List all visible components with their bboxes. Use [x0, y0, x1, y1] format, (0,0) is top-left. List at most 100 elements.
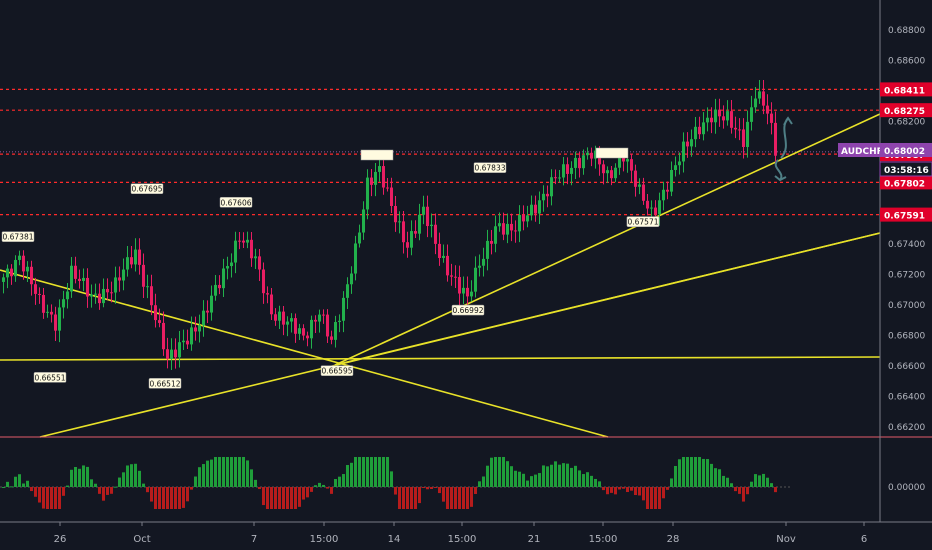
candle-body — [526, 215, 529, 222]
candle-body — [634, 170, 637, 187]
candle-body — [750, 107, 753, 122]
oscillator-bar — [750, 481, 753, 487]
candle-body — [262, 269, 265, 294]
candle-body — [182, 340, 185, 343]
candle-body — [670, 169, 673, 192]
oscillator-bar — [26, 480, 29, 487]
candle-body — [230, 262, 233, 267]
oscillator-bar — [30, 487, 33, 492]
candle-body — [362, 209, 365, 233]
oscillator-bar — [50, 487, 53, 509]
candle-body — [654, 207, 657, 215]
oscillator-bar — [418, 487, 421, 504]
oscillator-bar — [410, 487, 413, 509]
candle-body — [490, 240, 493, 244]
trendline[interactable] — [0, 269, 609, 438]
candle-body — [638, 184, 641, 187]
trendline[interactable] — [334, 113, 881, 366]
oscillator-bar — [242, 457, 245, 487]
candle-body — [350, 273, 353, 285]
time-tick-label: 26 — [54, 534, 67, 545]
candle-body — [462, 287, 465, 294]
oscillator-bar — [198, 467, 201, 487]
candle-body — [766, 105, 769, 114]
candle-body — [710, 117, 713, 123]
oscillator-bar — [314, 485, 317, 487]
candle-body — [534, 204, 537, 214]
symbol-tag[interactable]: AUDCHF 0.68002 03:58:16 — [838, 143, 932, 177]
oscillator-bar — [730, 483, 733, 487]
candle-body — [286, 321, 289, 325]
oscillator-bar — [450, 487, 453, 509]
oscillator-bar — [6, 481, 9, 487]
oscillator-bar — [578, 470, 581, 487]
trendline[interactable] — [334, 232, 881, 366]
oscillator-bar — [698, 457, 701, 487]
oscillator-bar — [526, 480, 529, 487]
price-annotation-label: 0.67571 — [627, 218, 658, 227]
candle-body — [738, 129, 741, 131]
oscillator-bar — [338, 476, 341, 487]
price-tick-label: 0.66800 — [888, 331, 925, 341]
trendline[interactable] — [0, 356, 881, 361]
candle-body — [442, 255, 445, 258]
candle-body — [10, 268, 13, 277]
oscillator-bar — [722, 475, 725, 487]
candle-body — [746, 121, 749, 147]
oscillator-bar — [118, 477, 121, 487]
oscillator-bar — [18, 474, 21, 487]
candle-body — [454, 276, 457, 278]
price-annotation-bg — [320, 365, 354, 376]
oscillator-bar — [594, 478, 597, 487]
candle-body — [642, 184, 645, 201]
oscillator-bar — [622, 487, 625, 489]
oscillator-bar — [374, 457, 377, 487]
oscillator-bar — [634, 487, 637, 496]
candle-body — [122, 269, 125, 281]
oscillator-bar — [122, 472, 125, 487]
oscillator-bar — [154, 487, 157, 509]
candle-body — [606, 170, 609, 174]
candle-body — [402, 221, 405, 243]
oscillator-bar — [590, 475, 593, 487]
candle-body — [366, 177, 369, 210]
candle-body — [342, 297, 345, 321]
oscillator-bar — [426, 487, 429, 490]
oscillator-bar — [234, 457, 237, 487]
oscillator-bar — [330, 487, 333, 494]
candle-body — [298, 328, 301, 334]
oscillator-bar — [10, 486, 13, 488]
price-tick-label: 0.68600 — [888, 57, 925, 67]
candle-body — [726, 111, 729, 121]
oscillator-bar — [506, 461, 509, 487]
candle-body — [610, 170, 613, 179]
candle-body — [326, 314, 329, 337]
candle-body — [482, 258, 485, 266]
candle-body — [682, 141, 685, 162]
oscillator-bar — [138, 470, 141, 487]
price-annotation-label: 0.67833 — [474, 164, 505, 173]
down-arrow-icon — [774, 159, 787, 182]
oscillator-bar — [130, 464, 133, 487]
oscillator-bar — [42, 487, 45, 509]
candle-body — [554, 177, 557, 179]
candle-body — [678, 161, 681, 166]
oscillator-bar — [310, 487, 313, 492]
candle-body — [334, 322, 337, 340]
oscillator-bar — [282, 487, 285, 509]
candle-body — [486, 240, 489, 259]
time-scale[interactable]: 26 Oct 7 15:00 14 15:00 21 15:00 28 Nov 6 — [54, 522, 868, 545]
oscillator-bar — [534, 474, 537, 487]
oscillator-bar — [662, 487, 665, 499]
price-annotation-label: 0.67606 — [220, 198, 251, 207]
candle-body — [210, 295, 213, 313]
candle-body — [194, 327, 197, 332]
oscillator-bar — [738, 487, 741, 494]
oscillator-bar — [434, 487, 437, 489]
candle-body — [662, 189, 665, 201]
oscillator-bar — [422, 487, 425, 488]
oscillator-bar — [378, 457, 381, 487]
oscillator-bar — [210, 459, 213, 487]
candle-body — [582, 155, 585, 169]
